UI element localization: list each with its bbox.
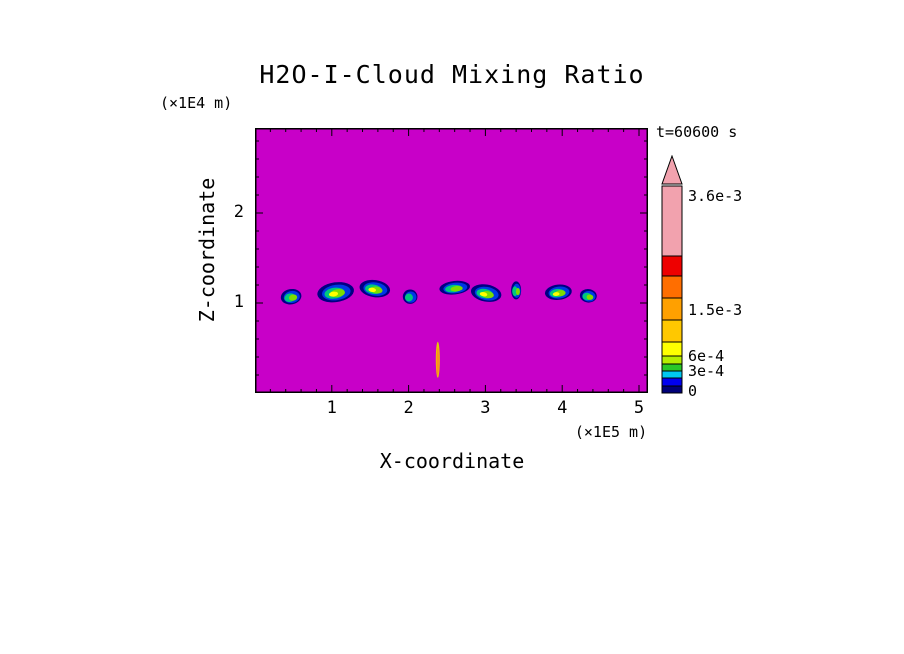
z-axis-unit-label: (×1E4 m) [160,94,233,112]
x-axis-title: X-coordinate [379,449,525,473]
x-tick-label: 1 [326,398,337,418]
time-annotation: t=60600 s [656,123,738,141]
colorbar [661,155,683,394]
z-axis-title: Z-coordinate [195,177,219,323]
colorbar-tick-label: 3.6e-3 [688,187,743,205]
chart-title: H2O-I-Cloud Mixing Ratio [259,60,645,89]
z-tick-label: 2 [233,202,244,222]
x-tick-label: 5 [633,398,645,418]
x-axis-unit-label: (×1E5 m) [574,423,648,441]
x-tick-label: 4 [557,398,568,418]
colorbar-tick-label: 1.5e-3 [688,301,743,319]
z-tick-label: 1 [233,292,244,312]
contour-plot [255,128,648,393]
colorbar-tick-label: 6e-4 [688,347,725,365]
x-tick-label: 3 [480,398,491,418]
x-tick-label: 2 [403,398,414,418]
colorbar-tick-label: 0 [688,382,698,400]
colorbar-tick-label: 3e-4 [688,362,725,380]
